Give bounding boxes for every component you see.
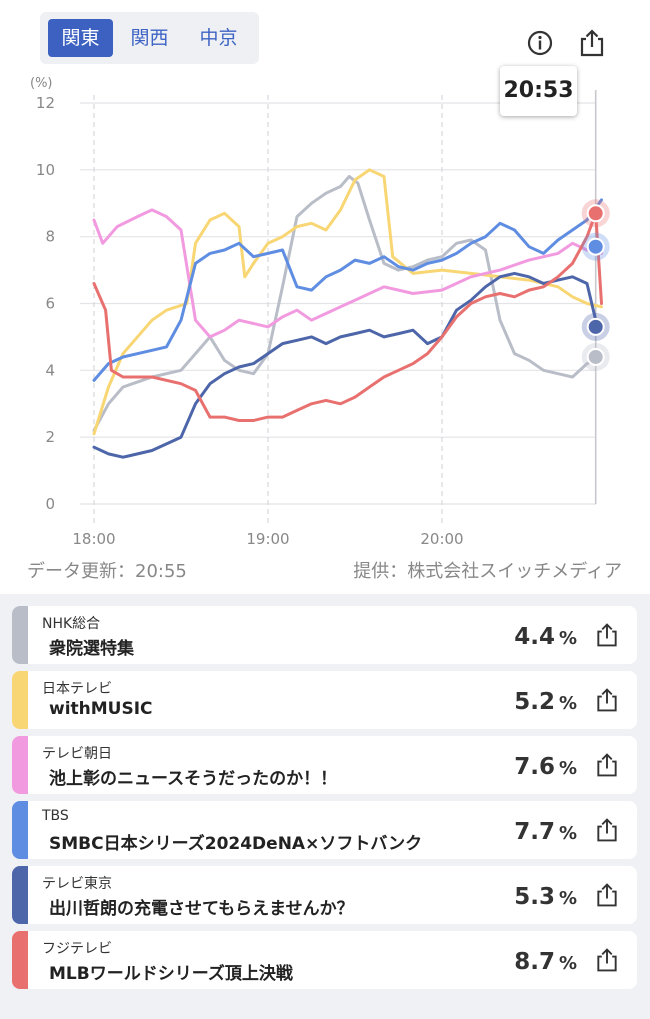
y-tick-label: 10 (36, 161, 55, 179)
tab-kanto[interactable]: 関東 (48, 19, 113, 57)
endpoint-marker (586, 347, 605, 366)
share-icon[interactable] (594, 622, 620, 648)
y-axis-unit: (%) (30, 76, 53, 91)
data-updated-label: データ更新：20:55 (27, 561, 187, 582)
share-icon[interactable] (594, 947, 620, 973)
x-tick-label: 20:00 (420, 530, 463, 548)
program-title: 衆院選特集 (49, 639, 134, 659)
y-tick-label: 2 (45, 428, 55, 446)
endpoint-marker (586, 317, 605, 336)
rating-value: 5.3% (514, 884, 577, 910)
channel-name: 日本テレビ (42, 681, 112, 697)
rating-value: 5.2% (514, 689, 577, 715)
y-tick-label: 12 (36, 94, 55, 112)
y-tick-label: 0 (45, 495, 55, 513)
share-icon[interactable] (594, 817, 620, 843)
program-title: withMUSIC (49, 699, 153, 719)
share-icon[interactable] (594, 752, 620, 778)
series-line (92, 168, 603, 436)
program-title: SMBC日本シリーズ2024DeNA×ソフトバンク (49, 834, 423, 854)
channel-name: テレビ朝日 (42, 746, 112, 762)
rating-value: 7.7% (514, 819, 577, 845)
endpoint-marker (586, 237, 605, 256)
tab-chukyo[interactable]: 中京 (199, 27, 238, 49)
channel-name: フジテレビ (42, 941, 112, 957)
series-line (92, 175, 603, 432)
channel-color-bar (12, 606, 28, 664)
y-tick-label: 6 (45, 295, 55, 313)
program-card-tbs[interactable]: TBS SMBC日本シリーズ2024DeNA×ソフトバンク 7.7% (12, 801, 637, 859)
channel-color-bar (12, 931, 28, 989)
program-card-ntv[interactable]: 日本テレビ withMUSIC 5.2% (12, 671, 637, 729)
rating-value: 4.4% (514, 624, 577, 650)
program-list: NHK総合 衆院選特集 4.4% 日本テレビ withMUSIC 5.2% テレ… (0, 594, 650, 1019)
channel-color-bar (12, 736, 28, 794)
program-title: MLBワールドシリーズ頂上決戦 (49, 964, 293, 984)
region-tabs: 関東 関西 中京 (40, 12, 259, 64)
program-card-tv-tokyo[interactable]: テレビ東京 出川哲朗の充電させてもらえませんか？ 5.3% (12, 866, 637, 924)
x-tick-label: 18:00 (72, 530, 115, 548)
info-icon[interactable] (525, 28, 555, 58)
channel-color-bar (12, 801, 28, 859)
share-icon[interactable] (594, 882, 620, 908)
program-card-nhk[interactable]: NHK総合 衆院選特集 4.4% (12, 606, 637, 664)
series-line (92, 271, 603, 459)
channel-color-bar (12, 671, 28, 729)
channel-name: テレビ東京 (42, 876, 112, 892)
ratings-chart: 0 2 4 6 8 10 12 (%) 18:00 19:00 20:00 (30, 76, 610, 548)
series-line (92, 211, 603, 422)
data-provider-label: 提供：株式会社スイッチメディア (353, 561, 622, 582)
program-card-tv-asahi[interactable]: テレビ朝日 池上彰のニュースそうだったのか！！ 7.6% (12, 736, 637, 794)
channel-color-bar (12, 866, 28, 924)
program-title: 出川哲朗の充電させてもらえませんか？ (49, 899, 354, 919)
channel-name: NHK総合 (42, 616, 101, 632)
rating-value: 7.6% (514, 754, 577, 780)
endpoint-marker (586, 204, 605, 223)
program-card-fuji[interactable]: フジテレビ MLBワールドシリーズ頂上決戦 8.7% (12, 931, 637, 989)
program-title: 池上彰のニュースそうだったのか！！ (49, 769, 338, 789)
share-icon[interactable] (577, 28, 607, 58)
x-tick-label: 19:00 (246, 530, 289, 548)
share-icon[interactable] (594, 687, 620, 713)
tab-kansai[interactable]: 関西 (130, 27, 169, 49)
rating-value: 8.7% (514, 949, 577, 975)
current-time-badge: 20:53 (500, 66, 577, 116)
y-tick-label: 8 (45, 228, 55, 246)
channel-name: TBS (42, 808, 69, 824)
series-line (92, 198, 603, 382)
y-tick-label: 4 (45, 361, 55, 379)
series-line (92, 208, 603, 339)
